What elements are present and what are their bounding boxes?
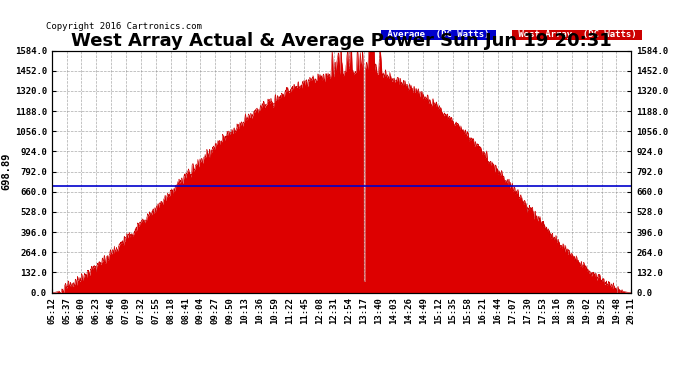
Text: West Array  (DC Watts): West Array (DC Watts) xyxy=(513,30,642,39)
Text: Average  (DC Watts): Average (DC Watts) xyxy=(382,30,495,39)
Title: West Array Actual & Average Power Sun Jun 19 20:31: West Array Actual & Average Power Sun Ju… xyxy=(71,33,612,51)
Text: Copyright 2016 Cartronics.com: Copyright 2016 Cartronics.com xyxy=(46,22,202,31)
Y-axis label: 698.89: 698.89 xyxy=(2,153,12,190)
